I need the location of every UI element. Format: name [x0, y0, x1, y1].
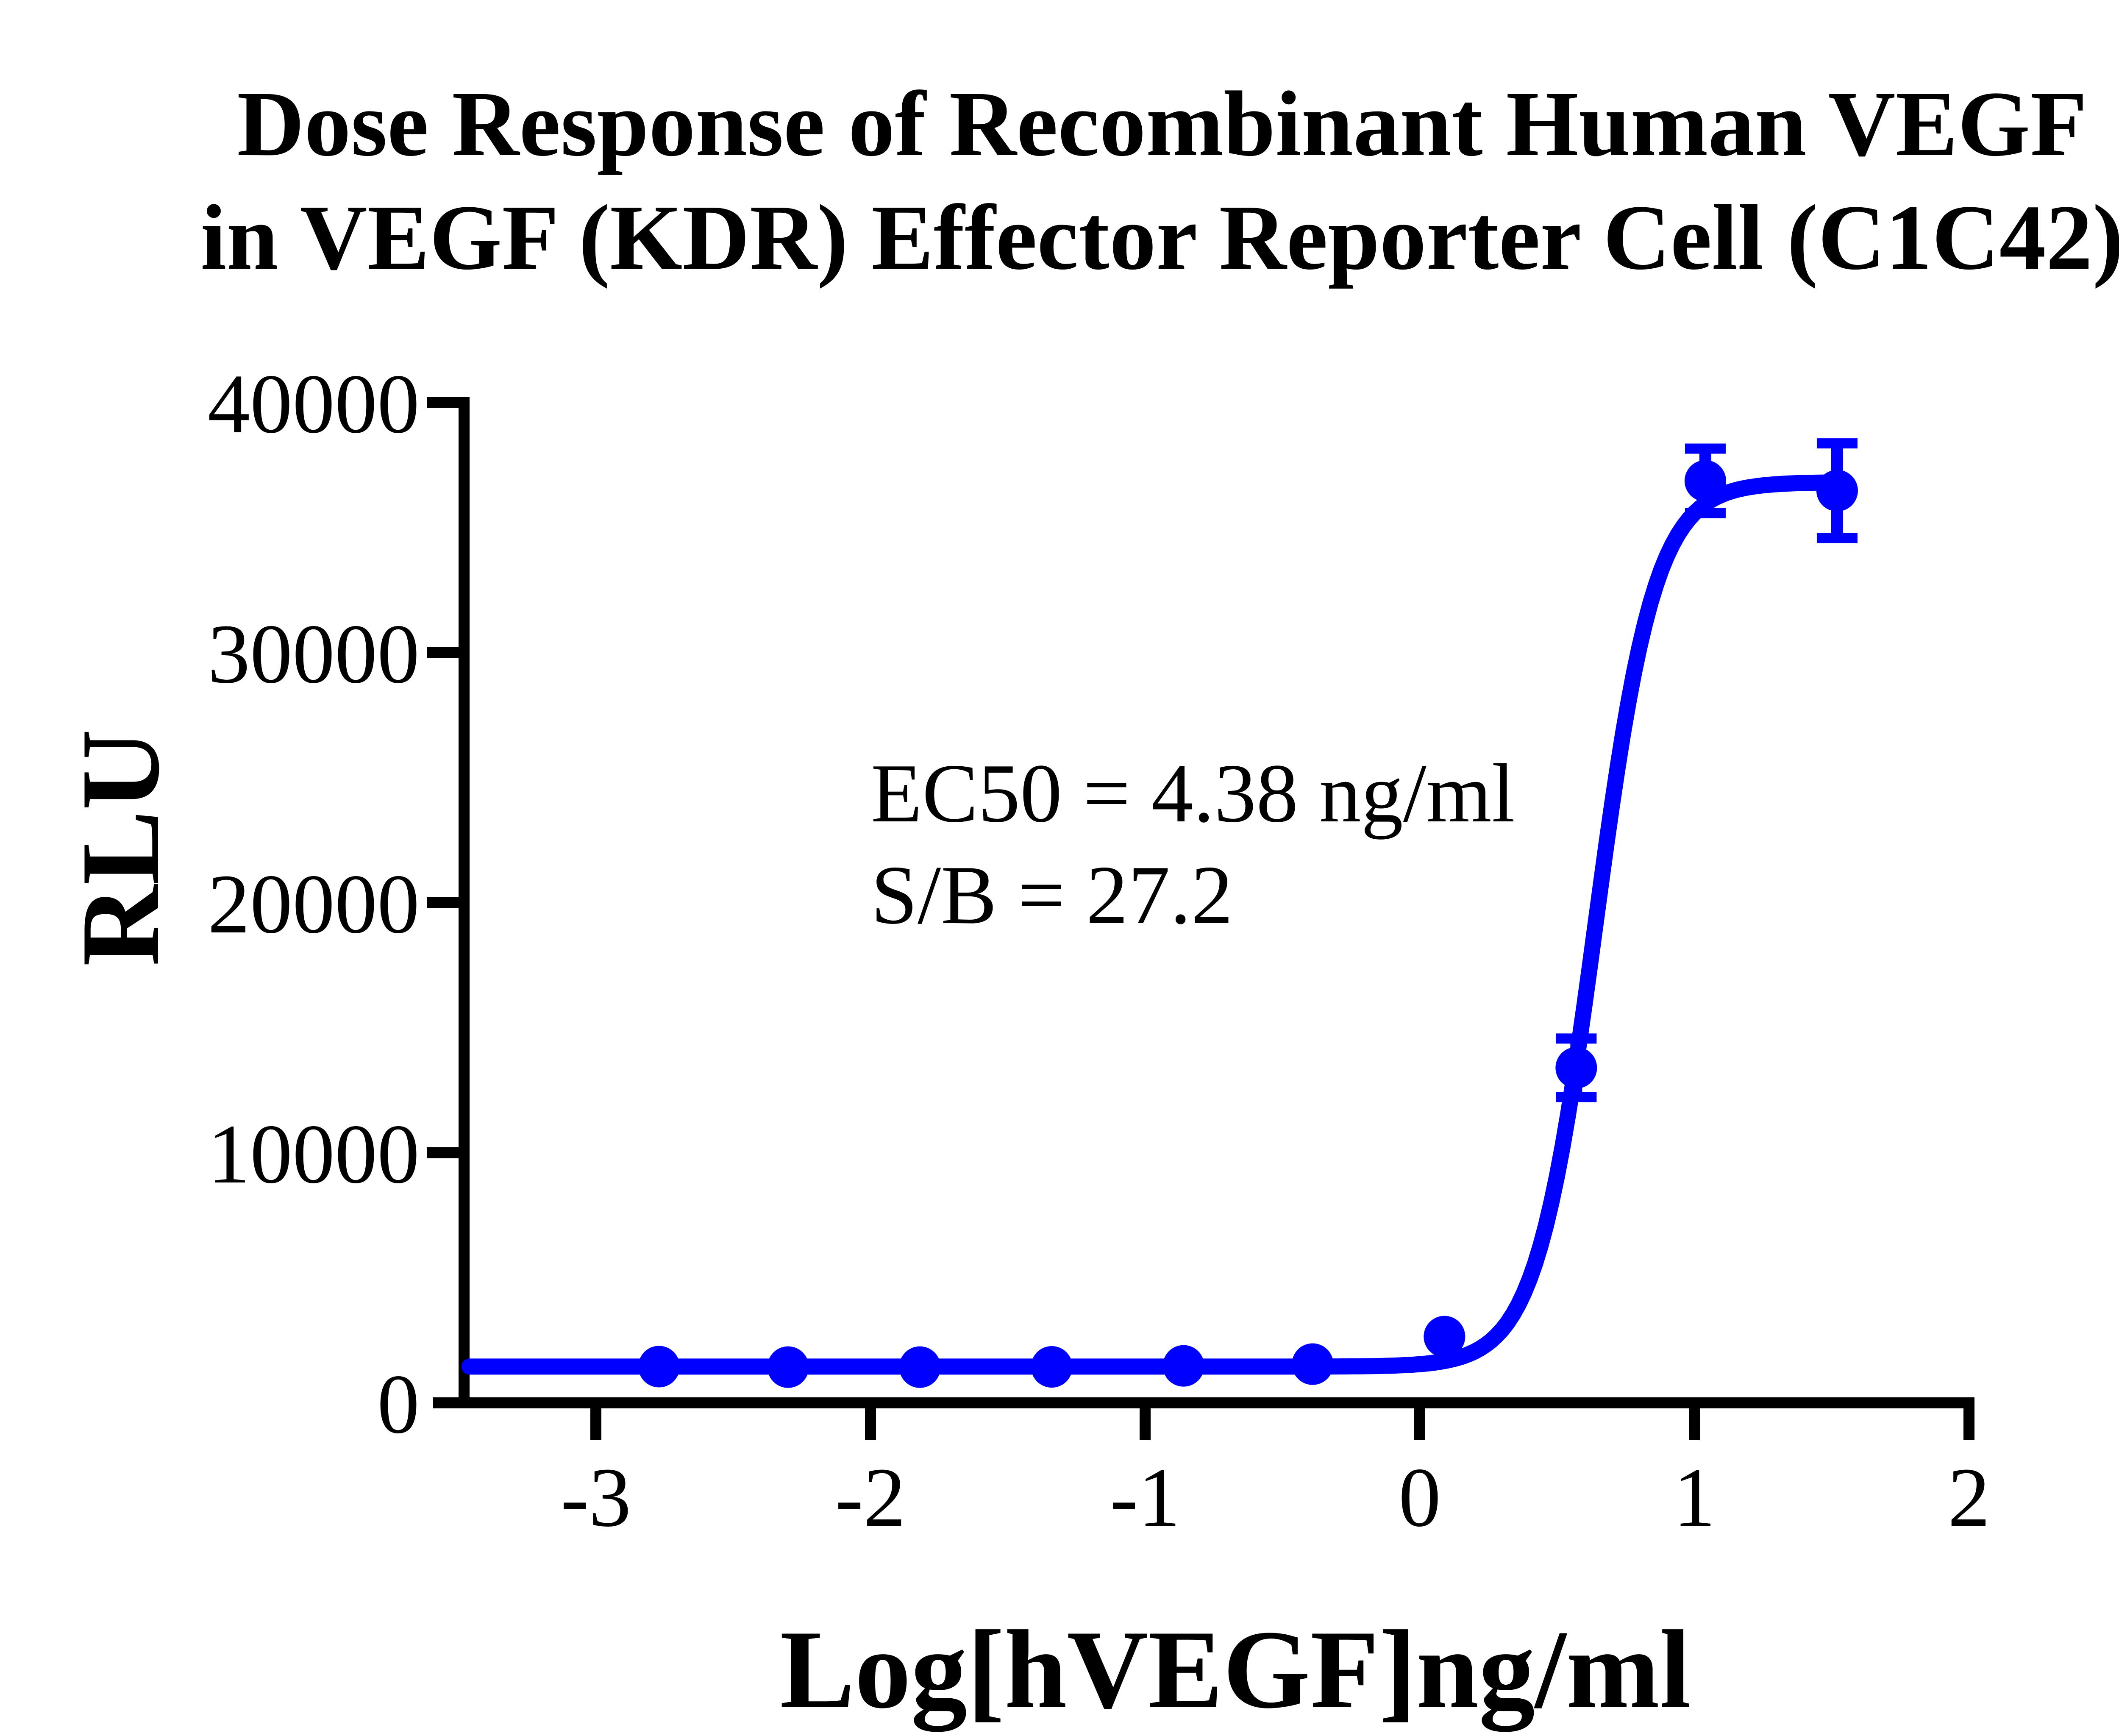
x-tick-label: 2 [1948, 1451, 1990, 1544]
data-point-marker [1162, 1345, 1204, 1387]
x-tick-label: 0 [1399, 1451, 1441, 1544]
x-axis-title: Log[hVEGF]ng/ml [780, 1608, 1691, 1732]
chart-title: Dose Response of Recombinant Human VEGF … [0, 67, 2119, 294]
y-tick-label: 0 [377, 1358, 420, 1451]
data-point-marker [1292, 1343, 1334, 1385]
data-point-marker [1555, 1047, 1597, 1089]
x-tick-label: -2 [835, 1451, 906, 1544]
signal-to-background-annotation: S/B = 27.2 [871, 849, 1233, 941]
chart-title-line-1: Dose Response of Recombinant Human VEGF [237, 72, 2087, 175]
y-tick-label: 20000 [208, 857, 420, 951]
fit-results-annotation: EC50 = 4.38 ng/ml S/B = 27.2 [871, 743, 1515, 946]
data-point-marker [767, 1346, 809, 1388]
data-point-marker [1031, 1346, 1073, 1388]
y-tick-label: 30000 [208, 607, 420, 701]
x-tick-label: 1 [1673, 1451, 1716, 1544]
dose-response-curve [461, 474, 1845, 1375]
x-tick-label: -3 [561, 1451, 631, 1544]
y-tick-label: 40000 [208, 357, 420, 451]
ec50-annotation: EC50 = 4.38 ng/ml [871, 747, 1515, 840]
x-tick-label: -1 [1110, 1451, 1181, 1544]
data-point-marker [899, 1346, 941, 1388]
data-point-marker [1816, 470, 1858, 512]
data-point-marker [1424, 1316, 1466, 1358]
data-point-marker [1684, 460, 1726, 502]
y-tick-label: 10000 [208, 1107, 420, 1201]
data-point-marker [638, 1346, 680, 1388]
chart-title-line-2: in VEGF (KDR) Effector Reporter Cell (C1… [200, 186, 2119, 289]
